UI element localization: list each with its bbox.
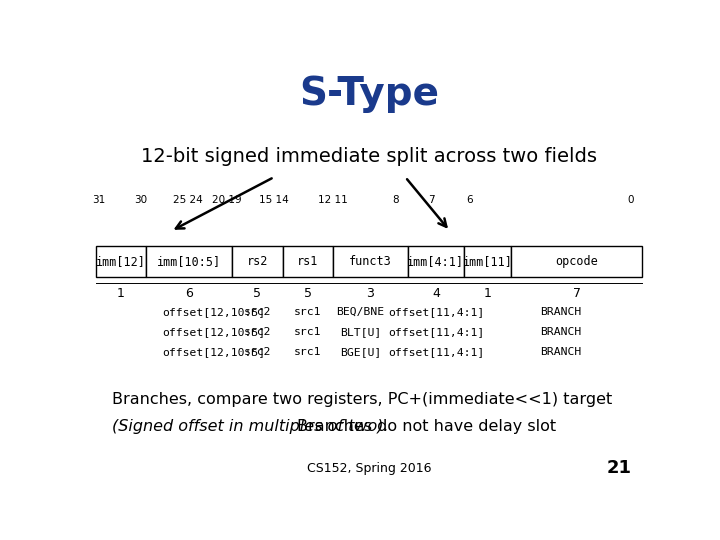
Text: offset[11,4:1]: offset[11,4:1] <box>388 307 484 317</box>
Text: offset[12,10:5]: offset[12,10:5] <box>163 327 266 337</box>
Text: BEQ/BNE: BEQ/BNE <box>336 307 384 317</box>
Text: rs1: rs1 <box>297 255 318 268</box>
Text: 5: 5 <box>304 287 312 300</box>
Text: CS152, Spring 2016: CS152, Spring 2016 <box>307 462 431 475</box>
Bar <box>233 246 282 277</box>
Text: imm[12]: imm[12] <box>96 255 145 268</box>
Text: Branches, compare two registers, PC+(immediate<<1) target: Branches, compare two registers, PC+(imm… <box>112 392 613 407</box>
Bar <box>333 246 408 277</box>
Bar <box>282 246 333 277</box>
Text: 31: 31 <box>91 195 105 205</box>
Text: 8: 8 <box>392 195 399 205</box>
Text: BGE[U]: BGE[U] <box>340 347 382 357</box>
Text: 12-bit signed immediate split across two fields: 12-bit signed immediate split across two… <box>141 147 597 166</box>
Text: imm[10:5]: imm[10:5] <box>157 255 221 268</box>
Text: 6: 6 <box>185 287 193 300</box>
Text: offset[12,10:5]: offset[12,10:5] <box>163 347 266 357</box>
Bar <box>145 246 233 277</box>
Bar <box>511 246 642 277</box>
Text: 30: 30 <box>134 195 147 205</box>
Text: 7: 7 <box>428 195 435 205</box>
Text: 3: 3 <box>366 287 374 300</box>
Text: src2: src2 <box>243 347 271 357</box>
Text: 1: 1 <box>117 287 125 300</box>
Bar <box>96 246 145 277</box>
Text: 15 14: 15 14 <box>259 195 289 205</box>
Text: src2: src2 <box>243 327 271 337</box>
Text: 25 24: 25 24 <box>173 195 202 205</box>
Text: src1: src1 <box>294 347 321 357</box>
Text: 7: 7 <box>573 287 581 300</box>
Text: 20 19: 20 19 <box>212 195 241 205</box>
Text: rs2: rs2 <box>247 255 268 268</box>
Text: imm[11]: imm[11] <box>463 255 513 268</box>
Text: offset[11,4:1]: offset[11,4:1] <box>388 327 484 337</box>
Text: 12 11: 12 11 <box>318 195 348 205</box>
Text: 5: 5 <box>253 287 261 300</box>
Text: offset[12,10:5]: offset[12,10:5] <box>163 307 266 317</box>
Text: src1: src1 <box>294 307 321 317</box>
Text: imm[4:1]: imm[4:1] <box>408 255 464 268</box>
Text: S-Type: S-Type <box>299 75 439 113</box>
Text: 0: 0 <box>627 195 634 205</box>
Text: 1: 1 <box>484 287 492 300</box>
Text: src1: src1 <box>294 327 321 337</box>
Text: (Signed offset in multiples of two).: (Signed offset in multiples of two). <box>112 419 389 434</box>
Text: 6: 6 <box>466 195 473 205</box>
Bar <box>464 246 511 277</box>
Text: src2: src2 <box>243 307 271 317</box>
Bar <box>408 246 464 277</box>
Text: BLT[U]: BLT[U] <box>340 327 382 337</box>
Text: opcode: opcode <box>556 255 598 268</box>
Text: BRANCH: BRANCH <box>540 327 581 337</box>
Text: BRANCH: BRANCH <box>540 307 581 317</box>
Text: 4: 4 <box>432 287 440 300</box>
Text: 21: 21 <box>606 459 631 477</box>
Text: Branches do not have delay slot: Branches do not have delay slot <box>297 419 557 434</box>
Text: BRANCH: BRANCH <box>540 347 581 357</box>
Text: offset[11,4:1]: offset[11,4:1] <box>388 347 484 357</box>
Text: funct3: funct3 <box>349 255 392 268</box>
